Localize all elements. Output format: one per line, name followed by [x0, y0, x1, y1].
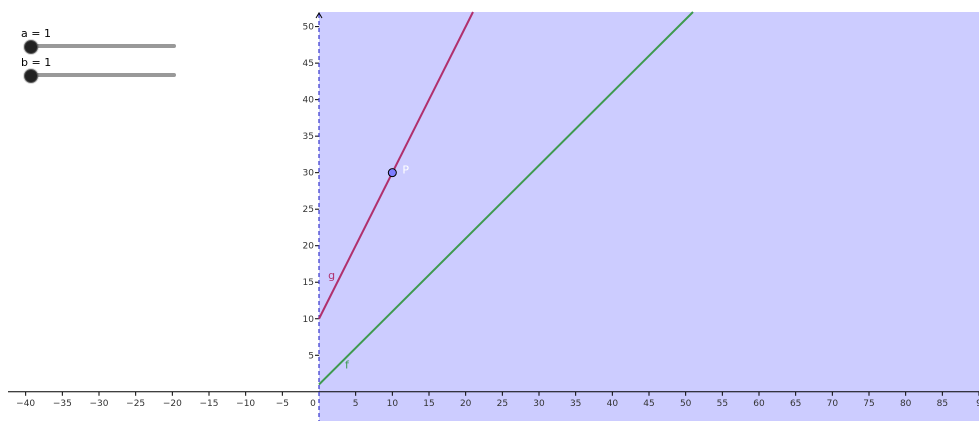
- slider-b-label: b = 1: [21, 57, 51, 69]
- y-tick-label: 10: [303, 315, 315, 325]
- x-tick-label: 20: [460, 399, 472, 409]
- x-tick-label: 35: [570, 399, 581, 409]
- x-tick-label: 5: [353, 399, 359, 409]
- slider-a-label: a = 1: [21, 28, 51, 40]
- x-tick-label: 30: [533, 399, 545, 409]
- x-tick-label: 45: [643, 399, 654, 409]
- y-axis-ticks: 5 10 15 20 25 30 35 40 45 50: [303, 23, 319, 362]
- x-tick-label: 60: [753, 399, 765, 409]
- x-tick-label: −30: [90, 399, 109, 409]
- x-tick-label: −5: [276, 399, 289, 409]
- x-tick-label: 70: [827, 399, 839, 409]
- shaded-region: [319, 12, 979, 421]
- x-tick-label: 85: [937, 399, 948, 409]
- x-tick-label: 50: [680, 399, 692, 409]
- y-tick-label: 5: [308, 351, 314, 361]
- x-tick-label: −10: [236, 399, 255, 409]
- x-tick-label: 55: [717, 399, 728, 409]
- y-tick-label: 35: [303, 132, 314, 142]
- y-tick-label: 15: [303, 278, 314, 288]
- x-tick-label: 15: [423, 399, 434, 409]
- slider-b-track[interactable]: [30, 73, 176, 77]
- y-tick-label: 50: [303, 23, 315, 33]
- x-tick-label: −20: [163, 399, 182, 409]
- point-P[interactable]: [388, 169, 396, 177]
- label-g: g: [328, 269, 335, 282]
- y-tick-label: 40: [303, 96, 315, 106]
- x-tick-label: 75: [863, 399, 874, 409]
- slider-b-knob[interactable]: [24, 69, 38, 83]
- x-tick-label: 0: [310, 399, 316, 409]
- slider-a-track[interactable]: [30, 44, 176, 48]
- y-tick-label: 45: [303, 59, 314, 69]
- y-tick-label: 25: [303, 205, 314, 215]
- x-tick-label: −25: [126, 399, 145, 409]
- slider-b[interactable]: b = 1: [21, 57, 181, 87]
- label-point-P: P: [402, 164, 409, 177]
- slider-a[interactable]: a = 1: [21, 28, 181, 58]
- y-tick-label: 20: [303, 242, 315, 252]
- x-tick-label: 10: [387, 399, 399, 409]
- x-tick-label: 80: [900, 399, 912, 409]
- y-tick-label: 30: [303, 169, 315, 179]
- x-tick-label: −40: [16, 399, 35, 409]
- x-tick-label: 40: [607, 399, 619, 409]
- slider-a-knob[interactable]: [24, 40, 38, 54]
- x-tick-label: −15: [200, 399, 219, 409]
- x-tick-label: 65: [790, 399, 801, 409]
- x-tick-label: 25: [497, 399, 508, 409]
- x-tick-label: −35: [53, 399, 72, 409]
